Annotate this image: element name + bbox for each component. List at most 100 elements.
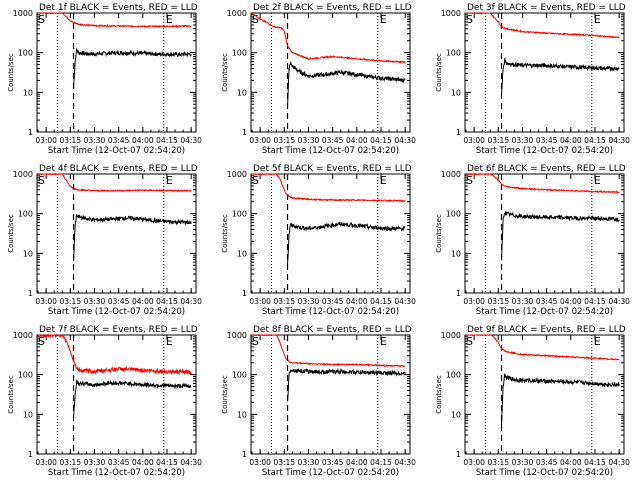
axes-frame — [464, 173, 625, 294]
x-tick-label: 03:30 — [84, 458, 106, 467]
x-tick-label: 04:00 — [560, 136, 582, 145]
x-axis-label: Start Time (12-Oct-07 02:54:20) — [476, 468, 613, 478]
axes-frame — [36, 12, 197, 133]
x-tick-label: 04:30 — [394, 458, 416, 467]
x-axis-label: Start Time (12-Oct-07 02:54:20) — [262, 468, 399, 478]
end-label: E — [166, 174, 173, 187]
lld-series-line — [37, 333, 192, 376]
start-label: S — [252, 174, 259, 187]
events-series-line — [73, 47, 192, 90]
x-tick-label: 04:00 — [132, 458, 154, 467]
x-axis-label: Start Time (12-Oct-07 02:54:20) — [262, 307, 399, 317]
end-label: E — [380, 174, 387, 187]
x-tick-label: 03:30 — [512, 458, 534, 467]
start-label: S — [466, 13, 473, 26]
y-tick-label: 1000 — [227, 331, 247, 340]
y-tick-label: 10 — [237, 88, 247, 97]
end-label: E — [166, 335, 173, 348]
axes-frame — [250, 334, 411, 455]
end-label: E — [380, 335, 387, 348]
end-label: E — [166, 13, 173, 26]
y-tick-label: 10 — [23, 88, 33, 97]
panel-8: Det 8f BLACK = Events, RED = LLD 1 10 100 10… — [221, 325, 416, 478]
panel-3: Det 3f BLACK = Events, RED = LLD 1 10 100 10… — [435, 3, 630, 156]
panel-title: Det 1f BLACK = Events, RED = LLD — [39, 3, 198, 13]
y-tick-label: 100 — [232, 371, 247, 380]
panel-title: Det 7f BLACK = Events, RED = LLD — [39, 325, 198, 335]
panel-7: Det 7f BLACK = Events, RED = LLD 1 10 100 10… — [7, 325, 202, 478]
lld-series-line — [251, 12, 406, 64]
x-tick-label: 04:00 — [346, 136, 368, 145]
panel-5: Det 5f BLACK = Events, RED = LLD 1 10 100 10… — [221, 164, 416, 317]
y-tick-label: 100 — [18, 210, 33, 219]
y-tick-label: 10 — [237, 410, 247, 419]
x-tick-label: 03:00 — [249, 136, 271, 145]
y-axis-label: Counts/sec — [7, 375, 15, 414]
panel-4: Det 4f BLACK = Events, RED = LLD 1 10 100 10… — [7, 164, 202, 317]
y-tick-label: 100 — [232, 210, 247, 219]
x-tick-label: 04:15 — [370, 297, 392, 306]
x-tick-label: 03:30 — [298, 458, 320, 467]
lld-series-line — [251, 173, 406, 203]
x-tick-label: 03:45 — [536, 297, 558, 306]
panel-2: Det 2f BLACK = Events, RED = LLD 1 10 100 10… — [221, 3, 416, 156]
x-tick-label: 03:00 — [35, 458, 57, 467]
y-tick-label: 1 — [242, 128, 247, 137]
end-label: E — [594, 13, 601, 26]
events-series-line — [73, 214, 192, 261]
x-tick-label: 03:45 — [536, 136, 558, 145]
axes-frame — [250, 12, 411, 133]
x-tick-label: 03:30 — [84, 136, 106, 145]
x-tick-label: 04:15 — [584, 458, 606, 467]
x-tick-label: 03:45 — [108, 297, 130, 306]
y-axis-label: Counts/sec — [221, 214, 229, 253]
x-tick-label: 03:45 — [108, 458, 130, 467]
x-tick-label: 04:00 — [132, 136, 154, 145]
y-axis-label: Counts/sec — [435, 214, 443, 253]
y-tick-label: 100 — [232, 49, 247, 58]
lld-series-line — [37, 173, 192, 193]
y-axis-label: Counts/sec — [7, 214, 15, 253]
x-tick-label: 03:00 — [463, 458, 485, 467]
axes-frame — [36, 173, 197, 294]
x-tick-label: 03:30 — [512, 136, 534, 145]
x-tick-label: 03:15 — [59, 136, 81, 145]
x-tick-label: 03:45 — [322, 297, 344, 306]
y-tick-label: 100 — [446, 49, 461, 58]
y-tick-label: 1000 — [227, 170, 247, 179]
events-series-line — [287, 367, 406, 402]
x-tick-label: 03:15 — [487, 458, 509, 467]
x-tick-label: 04:30 — [608, 297, 630, 306]
y-tick-label: 1 — [28, 289, 33, 298]
panel-title: Det 9f BLACK = Events, RED = LLD — [467, 325, 626, 335]
start-label: S — [38, 174, 45, 187]
y-tick-label: 1000 — [13, 170, 33, 179]
y-tick-label: 1 — [242, 450, 247, 459]
y-tick-label: 10 — [451, 88, 461, 97]
x-tick-label: 03:15 — [273, 297, 295, 306]
y-tick-label: 10 — [451, 410, 461, 419]
x-tick-label: 04:15 — [156, 458, 178, 467]
x-axis-label: Start Time (12-Oct-07 02:54:20) — [48, 146, 185, 156]
x-tick-label: 04:30 — [180, 458, 202, 467]
y-tick-label: 10 — [237, 249, 247, 258]
events-series-line — [73, 379, 192, 419]
x-tick-label: 04:30 — [608, 458, 630, 467]
x-tick-label: 03:15 — [487, 297, 509, 306]
x-tick-label: 03:00 — [249, 297, 271, 306]
x-axis-label: Start Time (12-Oct-07 02:54:20) — [476, 307, 613, 317]
lld-series-line — [252, 334, 406, 368]
y-tick-label: 1 — [28, 450, 33, 459]
x-tick-label: 03:15 — [273, 458, 295, 467]
x-tick-label: 04:15 — [584, 297, 606, 306]
x-tick-label: 03:45 — [108, 136, 130, 145]
x-tick-label: 03:00 — [463, 297, 485, 306]
x-tick-label: 03:15 — [487, 136, 509, 145]
x-tick-label: 03:30 — [512, 297, 534, 306]
y-tick-label: 10 — [23, 410, 33, 419]
panel-title: Det 4f BLACK = Events, RED = LLD — [39, 164, 198, 174]
end-label: E — [594, 335, 601, 348]
events-series-line — [501, 58, 620, 95]
start-label: S — [252, 13, 259, 26]
x-tick-label: 04:15 — [156, 136, 178, 145]
